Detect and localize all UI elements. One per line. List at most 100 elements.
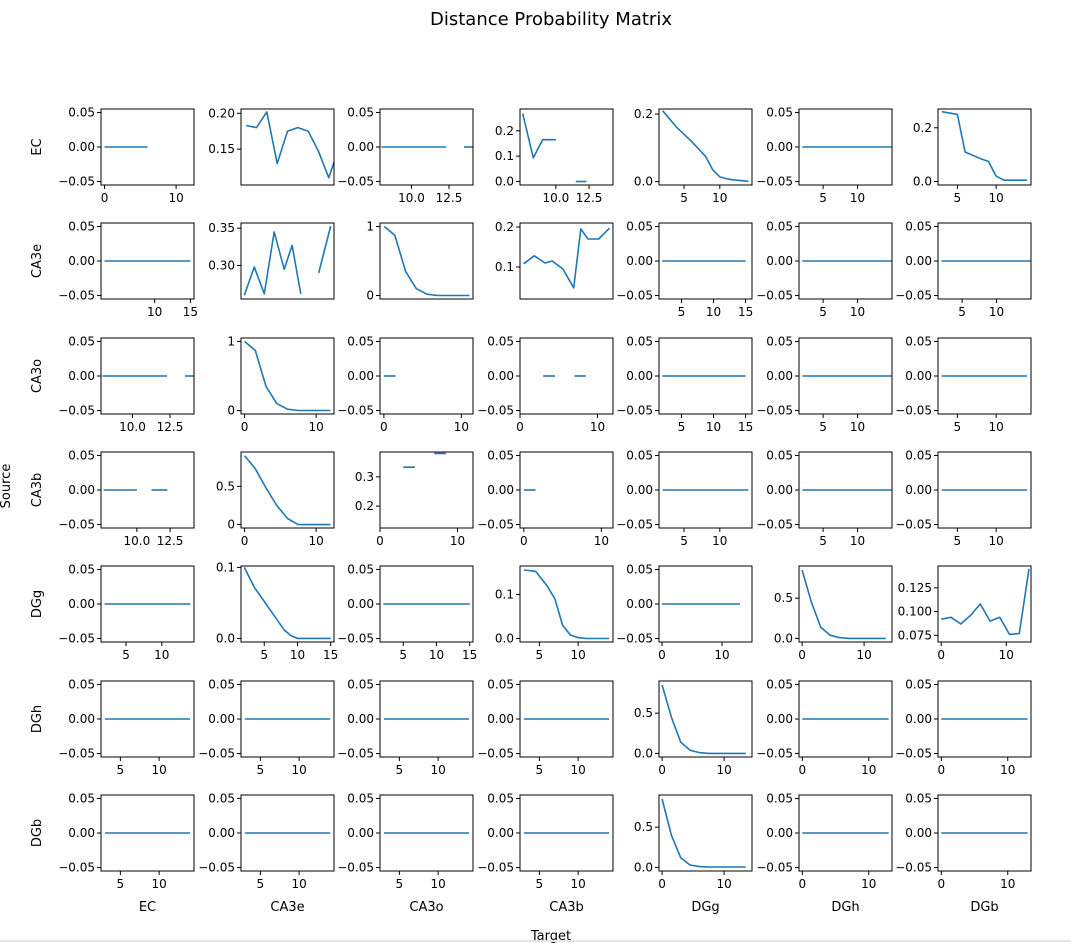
y-tick-label: 0: [227, 518, 235, 532]
series-group: [244, 340, 331, 412]
panel-DGh-CA3o: −0.05 0.00 0.05 5 10: [337, 677, 474, 777]
panel-CA3b-CA3b: −0.05 0.00 0.05 0 10: [477, 448, 614, 548]
panel-frame: [519, 565, 614, 643]
y-tick-label: 0.00: [68, 369, 95, 383]
y-tick-label: 0.05: [905, 219, 932, 233]
panel-CA3e-DGb: −0.05 0.00 0.05 5 10: [895, 219, 1032, 319]
y-tick-label: 0.05: [905, 677, 932, 691]
panel-EC-CA3e: 0.15 0.20: [208, 106, 335, 186]
col-label-DGh: DGh: [831, 900, 859, 915]
y-tick-label: 0.05: [347, 334, 374, 348]
x-tick-label: 5: [954, 191, 962, 205]
y-tick-label: 0.05: [68, 105, 95, 119]
y-tick-label: −0.05: [337, 747, 374, 761]
x-tick-label: 10.0: [124, 534, 151, 548]
row-label-DGb: DGb: [30, 819, 45, 847]
panel-CA3b-DGb: −0.05 0.00 0.05 5 10: [895, 448, 1032, 548]
col-label-CA3b: CA3b: [549, 900, 584, 915]
y-tick-label: −0.05: [756, 747, 793, 761]
panel-frame: [240, 108, 335, 186]
x-tick-label: 10: [850, 420, 865, 434]
y-tick-label: 0.1: [495, 149, 514, 163]
y-tick-label: 0.0: [495, 631, 514, 645]
y-tick-label: −0.05: [895, 747, 932, 761]
series-line: [661, 110, 749, 183]
x-tick-label: 10: [989, 305, 1004, 319]
x-tick-label: 10: [988, 191, 1003, 205]
y-tick-label: 0.05: [487, 448, 514, 462]
x-tick-label: 0: [516, 420, 524, 434]
x-tick-label: 10: [861, 877, 876, 891]
y-tick-label: −0.05: [477, 518, 514, 532]
y-tick-label: 0.05: [68, 791, 95, 805]
x-tick-label: 10.0: [543, 191, 570, 205]
x-tick-label: 10: [308, 420, 323, 434]
y-tick-label: −0.05: [477, 861, 514, 875]
y-tick-label: 0: [227, 404, 235, 418]
col-label-DGg: DGg: [691, 900, 719, 915]
panel-EC-DGb: 0.0 0.2 5 10: [913, 108, 1032, 205]
x-tick-label: 10: [430, 877, 445, 891]
y-tick-label: 0.00: [905, 254, 932, 268]
panel-CA3o-DGg: −0.05 0.00 0.05 5 10 15: [616, 334, 753, 434]
x-tick-label: 5: [819, 534, 827, 548]
y-tick-label: 0.05: [766, 105, 793, 119]
bottom-divider: [0, 940, 1071, 942]
panel-CA3b-CA3e: 0 0.5 0 10: [216, 451, 335, 548]
y-tick-label: 0.00: [766, 254, 793, 268]
panel-CA3o-EC: −0.05 0.00 0.05 10.0 12.5: [58, 334, 195, 434]
y-tick-label: 0.00: [347, 712, 374, 726]
y-tick-label: 0.05: [208, 791, 235, 805]
x-tick-label: 5: [536, 648, 544, 662]
x-tick-label: 10: [290, 648, 305, 662]
y-tick-label: −0.05: [58, 632, 95, 646]
y-tick-label: −0.05: [198, 861, 235, 875]
series-group: [243, 455, 331, 526]
series-line: [243, 567, 331, 640]
y-tick-label: 0.00: [905, 483, 932, 497]
y-tick-label: 0.05: [487, 677, 514, 691]
x-tick-label: 5: [257, 763, 265, 777]
y-tick-label: 0.0: [774, 631, 793, 645]
y-tick-label: 0.05: [626, 219, 653, 233]
x-tick-label: 10: [706, 305, 721, 319]
x-tick-label: 15: [462, 648, 477, 662]
panel-frame: [658, 108, 753, 186]
figure-title: Distance Probability Matrix: [430, 9, 672, 30]
x-tick-label: 5: [260, 648, 268, 662]
panel-frame: [240, 565, 335, 643]
x-tick-label: 10: [430, 763, 445, 777]
panel-frame: [379, 222, 474, 300]
y-tick-label: −0.05: [58, 518, 95, 532]
series-group: [523, 569, 610, 640]
x-tick-label: 10: [850, 305, 865, 319]
y-tick-label: −0.05: [337, 861, 374, 875]
x-tick-label: 5: [954, 534, 962, 548]
y-tick-label: 0.05: [68, 448, 95, 462]
y-tick-label: 0.05: [905, 448, 932, 462]
panel-frame: [519, 108, 614, 186]
y-tick-label: 0.05: [905, 334, 932, 348]
y-tick-label: 0.5: [774, 591, 793, 605]
panel-CA3b-DGg: −0.05 0.00 0.05 5 10: [616, 448, 753, 548]
x-tick-label: 10: [850, 191, 865, 205]
y-tick-label: 0.05: [905, 791, 932, 805]
x-tick-label: 10: [856, 648, 871, 662]
y-tick-label: −0.05: [616, 404, 653, 418]
x-tick-label: 10: [594, 534, 609, 548]
x-tick-label: 10: [570, 763, 585, 777]
x-tick-label: 5: [819, 305, 827, 319]
x-tick-label: 5: [396, 877, 404, 891]
y-tick-label: 0.35: [208, 221, 235, 235]
y-tick-label: 0.1: [216, 560, 235, 574]
y-tick-label: −0.05: [58, 861, 95, 875]
row-label-DGh: DGh: [30, 705, 45, 733]
panel-frame: [519, 337, 614, 415]
panel-CA3o-DGb: −0.05 0.00 0.05 5 10: [895, 334, 1032, 434]
panel-frame: [658, 794, 753, 872]
y-tick-label: 0.05: [626, 562, 653, 576]
x-tick-label: 0: [658, 648, 666, 662]
y-tick-label: 0.05: [626, 334, 653, 348]
x-tick-label: 10: [706, 420, 721, 434]
x-tick-label: 10: [147, 305, 162, 319]
